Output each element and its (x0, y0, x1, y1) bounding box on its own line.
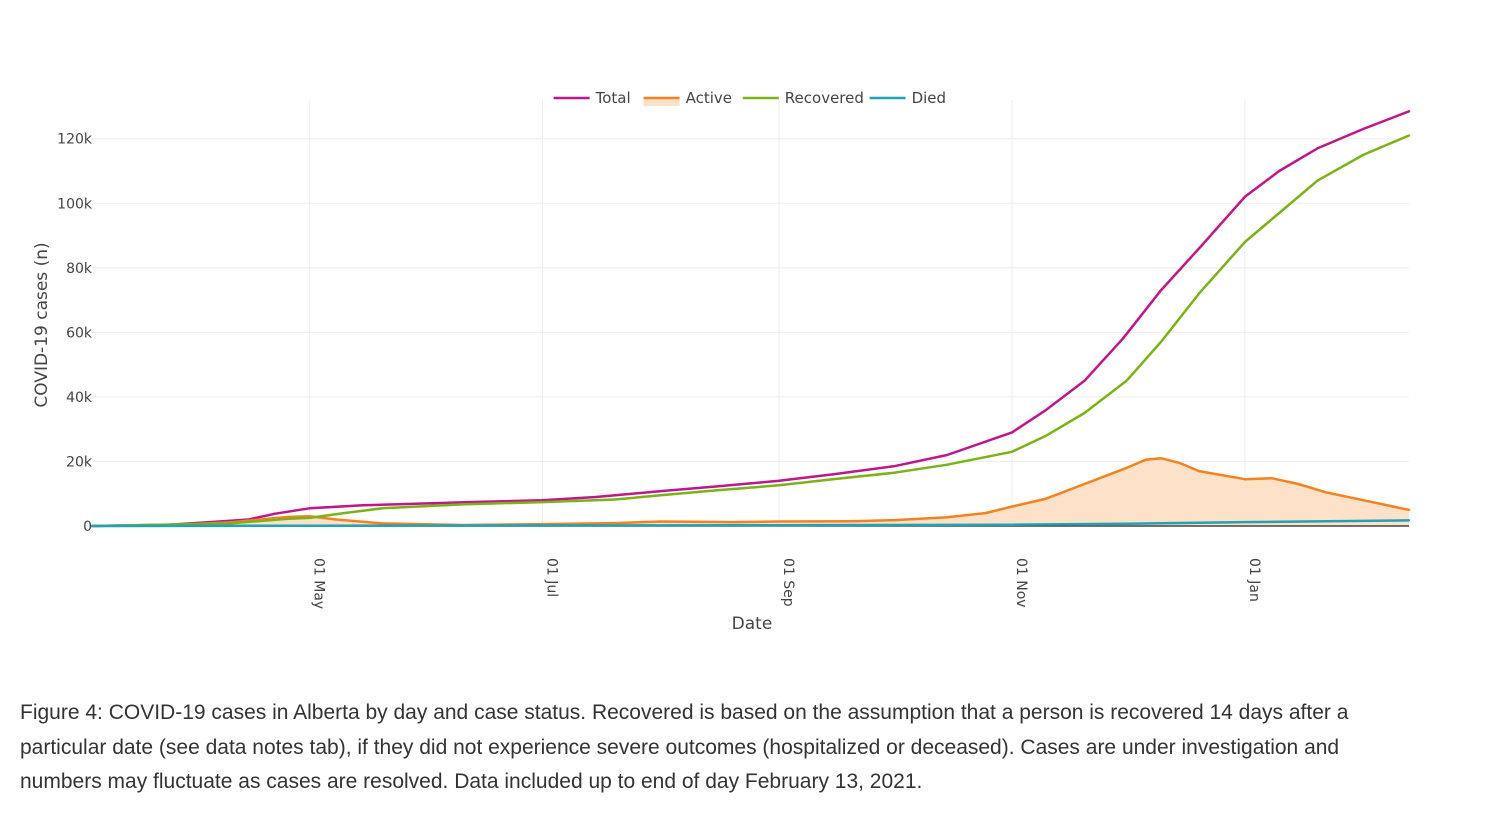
legend-label: Active (686, 89, 732, 107)
y-axis-title: COVID-19 cases (n) (32, 242, 52, 407)
x-tick-label: 01 May (311, 558, 327, 609)
legend-label: Total (595, 89, 631, 107)
series-line-active (90, 456, 1411, 528)
area-layer (92, 458, 1409, 526)
y-tick-label: 60k (66, 325, 93, 341)
series-line-total (90, 110, 1411, 528)
legend-item-active[interactable]: Active (643, 89, 732, 107)
figure-caption: Figure 4: COVID-19 cases in Alberta by d… (20, 701, 1349, 793)
y-tick-label: 20k (66, 454, 93, 470)
series-area-active (92, 458, 1409, 526)
x-axis-ticks: 01 May 01 Jul 01 Sep 01 Nov 01 Jan (311, 558, 1262, 609)
x-tick-label: 01 Jan (1246, 558, 1262, 602)
y-tick-label: 40k (66, 390, 93, 406)
legend-label: Died (912, 89, 946, 107)
x-axis-title: Date (732, 614, 773, 634)
legend-item-total[interactable]: Total (553, 89, 631, 107)
y-tick-label: 100k (57, 196, 93, 212)
x-tick-label: 01 Nov (1013, 558, 1029, 608)
series-line-recovered (90, 134, 1411, 528)
legend[interactable]: Total Active Recovered Died (553, 89, 946, 107)
x-tick-label: 01 Sep (780, 558, 796, 607)
y-tick-label: 0 (83, 519, 92, 535)
gridlines (92, 100, 1409, 526)
y-tick-label: 120k (57, 132, 93, 148)
series-line-died (90, 519, 1411, 528)
legend-label: Recovered (785, 89, 864, 107)
y-axis-ticks: 0 20k 40k 60k 80k 100k 120k (57, 132, 93, 535)
chart: 0 20k 40k 60k 80k 100k 120k 01 May 01 Jul 01 Sep… (32, 89, 1411, 634)
line-layer (90, 110, 1411, 528)
x-tick-label: 01 Jul (543, 558, 559, 597)
legend-item-recovered[interactable]: Recovered (742, 89, 864, 107)
legend-swatch-fill (643, 98, 680, 106)
legend-item-died[interactable]: Died (869, 89, 946, 107)
y-tick-label: 80k (66, 261, 93, 277)
